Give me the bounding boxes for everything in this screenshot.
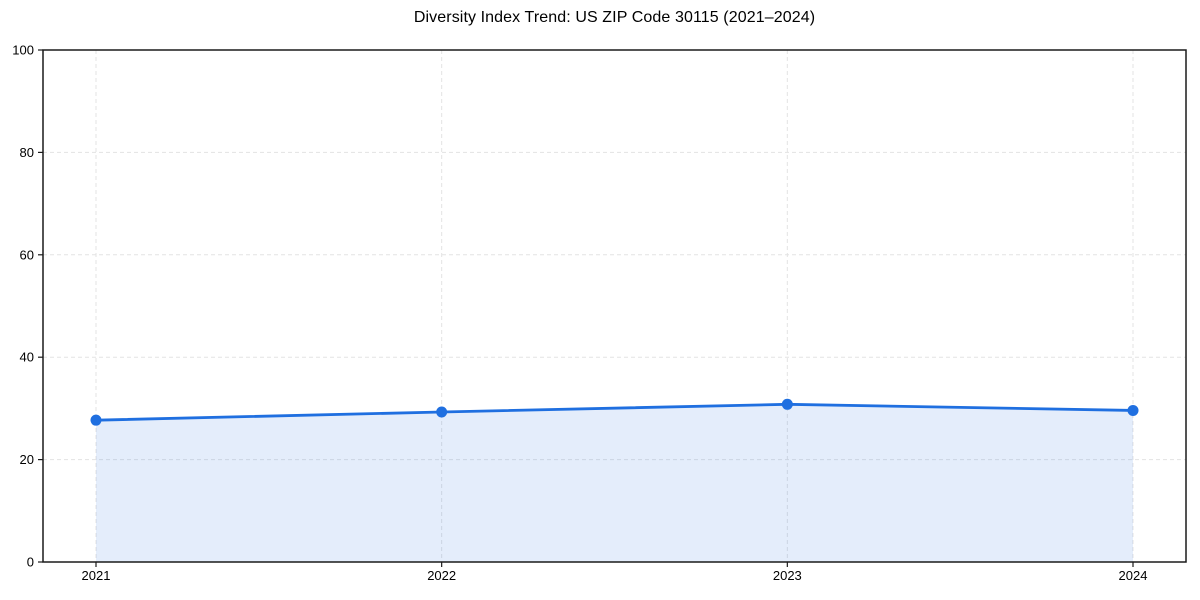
axis-frame (42, 49, 1187, 563)
x-tick-label: 2023 (773, 568, 802, 583)
data-point (90, 414, 102, 426)
chart-title: Diversity Index Trend: US ZIP Code 30115… (413, 9, 816, 26)
x-tick-label: 2021 (82, 568, 111, 583)
x-tick-label: 2022 (427, 568, 456, 583)
y-tick-label: 60 (20, 247, 34, 262)
y-tick-label: 0 (27, 555, 34, 570)
data-point (1127, 404, 1139, 416)
trend-line (94, 402, 1135, 422)
y-tick-label: 80 (20, 145, 34, 160)
y-tick-label: 40 (20, 350, 34, 365)
data-point (781, 398, 793, 410)
y-tick-label: 20 (20, 452, 34, 467)
y-tick-label: 100 (12, 43, 34, 58)
x-tick-label: 2024 (1119, 568, 1148, 583)
area-fill (96, 404, 1133, 562)
data-point (436, 406, 448, 418)
